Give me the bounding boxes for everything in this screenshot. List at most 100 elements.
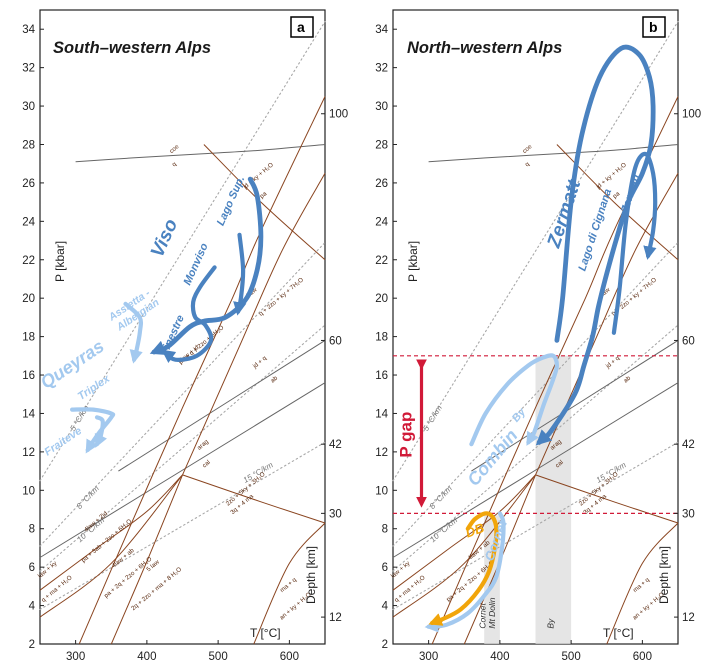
panel-a-y-tick-label: 32 [22, 63, 35, 75]
panel-b-y-tick-label: 30 [375, 101, 388, 113]
panel-b-reaction-label: cal [554, 459, 565, 469]
panel-a-reaction-label: coe [168, 143, 181, 155]
panel-a-reaction-jd-ky-h2o-pa [203, 144, 326, 261]
panel-b-y-tick-label: 18 [375, 332, 388, 344]
panel-a-x-tick-label: 600 [280, 651, 299, 663]
panel-a-y-tick-label: 18 [22, 332, 35, 344]
panel-b-x-tick-label: 300 [419, 651, 438, 663]
panel-a-reaction-2zo-5ky-3h2o-3q-4-ma [182, 474, 326, 524]
panel-b-path-db [428, 511, 499, 626]
panel-b-letter-box [642, 16, 666, 38]
panel-b-p-gap-label: P gap [397, 412, 416, 458]
panel-b-reaction-4law-ab-pa-2q-2zo-6h2o [392, 474, 536, 618]
panel-a-y-title: P [kbar] [53, 241, 67, 282]
panel-a-path-queyras [70, 407, 116, 454]
panel-a-path-viso-3 [233, 232, 247, 316]
panel-b-title: North–western Alps [407, 39, 562, 57]
panel-a-reaction-label: ab [269, 374, 279, 384]
panel-b-unit-label-db: DB [463, 520, 486, 541]
panel-b-y-tick-label: 16 [375, 370, 388, 382]
panel-a-reaction-law-ky-q-ma-h2o [39, 474, 183, 591]
panel-b-x-tick-label: 400 [490, 651, 509, 663]
panel-a-path-assietta-albergian [123, 301, 144, 364]
panel-b-reaction-label: jd + ky + H₂O [594, 161, 628, 191]
panel-a-reaction-label: jd + q [251, 354, 268, 370]
panel-a-y-tick-label: 26 [22, 178, 35, 190]
panel-a-x-tick-label: 400 [137, 651, 156, 663]
panel-a-depth-tick-label: 30 [329, 508, 342, 520]
panel-a-reaction-arag-cal [39, 382, 326, 558]
panel-b-gradient-15-c-km [392, 441, 679, 610]
panel-b-reaction-law-ky-q-ma-h2o [392, 474, 536, 591]
panel-b-y-tick-label: 2 [382, 639, 388, 651]
panel-a-unit-label-lago-sup: Lago Sup. [215, 174, 248, 227]
panel-a-y-tick-label: 28 [22, 139, 35, 151]
panel-a-gradient-10-c-km [39, 324, 326, 572]
panel-b-band-label: By [545, 618, 555, 629]
panel-a-reaction-ma-q-an-ky-h2o [253, 522, 326, 645]
panel-b-y-tick-label: 10 [375, 485, 388, 497]
panel-b-letter: b [649, 19, 658, 35]
panel-b-gradient-8-c-km [392, 241, 679, 547]
panel-b-reaction-label: pa [612, 190, 622, 200]
panel-b-reaction-label: jd + q [604, 354, 621, 370]
panel-b-depth-tick-label: 100 [682, 109, 701, 121]
panel-a-y-tick-label: 22 [22, 255, 35, 267]
panel-a-path-viso-2 [161, 265, 217, 363]
panel-b-reaction-ma-q-an-ky-h2o [606, 522, 679, 645]
panel-a-title: South–western Alps [53, 39, 211, 57]
panel-a-unit-label-viso: Viso [147, 216, 182, 261]
panel-b-y-tick-label: 4 [382, 601, 389, 613]
panel-b-depth-tick-label: 42 [682, 439, 695, 451]
panel-b-y-tick-label: 26 [375, 178, 388, 190]
panel-b-x-tick-label: 600 [633, 651, 652, 663]
panel-a-y-tick-label: 6 [29, 562, 35, 574]
panel-a-y-tick-label: 8 [29, 524, 35, 536]
panel-b-depth-tick-label: 60 [682, 335, 695, 347]
panel-a-unit-label-triplex: Triplex [76, 372, 113, 402]
panel-b-y-tick-label: 32 [375, 63, 388, 75]
panel-a-letter-box [290, 16, 314, 38]
panel-b-unit-label-zermatt: Zermatt [619, 171, 644, 215]
panel-a-depth-tick-label: 100 [329, 109, 348, 121]
panel-b-reaction-jd-q-ab [471, 339, 679, 472]
panel-a-y-tick-label: 14 [22, 408, 35, 420]
panel-b-y-tick-label: 22 [375, 255, 388, 267]
panel-b-y-tick-label: 8 [382, 524, 388, 536]
panel-a-reaction-4law-ab-pa-2q-2zo-6h2o [39, 474, 183, 618]
panel-b-depth-tick-label: 12 [682, 612, 695, 624]
panel-a-depth-title: Depth [km] [304, 546, 318, 604]
panel-a-y-tick-label: 10 [22, 485, 35, 497]
panel-a-reaction-label: pa [259, 190, 269, 200]
panel-a-y-tick-label: 12 [22, 447, 35, 459]
panel-a-gradient-5-c-km [39, 20, 326, 482]
panel-b-reaction-label: q [524, 160, 532, 168]
panel-a-reaction-label: q [171, 160, 179, 168]
panel-b-path-combin [469, 353, 559, 447]
panel-b-gradient-label: 5 °C/km [421, 403, 444, 432]
panel-b-reaction-label: coe [521, 143, 534, 155]
panel-b-band-label: Mt Dolin [487, 597, 497, 628]
panel-a-y-tick-label: 20 [22, 293, 35, 305]
panel-a-gradient-8-c-km [39, 241, 326, 547]
panel-b-y-tick-label: 34 [375, 24, 388, 36]
panel-a-depth-tick-label: 42 [329, 439, 342, 451]
panel-a-x-tick-label: 300 [66, 651, 85, 663]
panel-a-y-tick-label: 2 [29, 639, 35, 651]
panel-a-frame [39, 9, 326, 645]
panel-b-y-tick-label: 24 [375, 216, 388, 228]
panel-b-reaction-jd-ky-h2o-pa [556, 144, 679, 261]
panel-a-depth-tick-label: 12 [329, 612, 342, 624]
panel-a-reaction-5-law [110, 474, 183, 645]
panel-b-reaction-label: ab [622, 374, 632, 384]
panel-b-y-tick-label: 28 [375, 139, 388, 151]
panel-a-y-tick-label: 4 [29, 601, 36, 613]
panel-b-gradient-label: 8 °C/km [428, 484, 454, 511]
panel-a-y-tick-label: 34 [22, 24, 35, 36]
panel-a-reaction-label: jd + ky + H₂O [241, 161, 275, 191]
panel-b-depth-title: Depth [km] [657, 546, 671, 604]
panel-b-band-label: Cornet - [478, 598, 488, 629]
